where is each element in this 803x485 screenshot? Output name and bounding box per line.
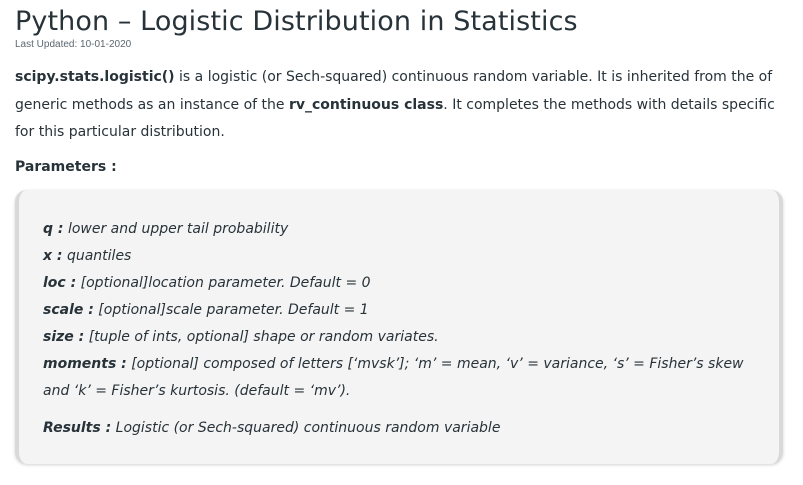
parameter-item-size: size : [tuple of ints, optional] shape o…	[43, 324, 755, 351]
class-name: rv_continuous class	[288, 96, 444, 113]
article: Python – Logistic Distribution in Statis…	[15, 0, 785, 178]
parameter-item-scale: scale : [optional]scale parameter. Defau…	[43, 297, 755, 324]
parameter-item-q: q : lower and upper tail probability	[43, 216, 755, 243]
parameter-item-loc: loc : [optional]location parameter. Defa…	[43, 270, 755, 297]
parameter-item-x: x : quantiles	[43, 243, 755, 270]
results-label: Results :	[43, 420, 112, 436]
intro-text-part-1: is a logistic (or Sech-squared) continuo…	[15, 69, 773, 113]
parameter-name: q :	[43, 221, 64, 237]
intro-paragraph: scipy.stats.logistic() is a logistic (or…	[15, 64, 785, 147]
page-title: Python – Logistic Distribution in Statis…	[15, 6, 578, 37]
results-description: Logistic (or Sech-squared) continuous ra…	[111, 420, 501, 436]
parameter-name: x :	[43, 248, 63, 264]
parameter-name: loc :	[43, 275, 77, 291]
parameter-description: [optional] composed of letters [‘mvsk’];…	[43, 356, 744, 399]
parameters-heading: Parameters :	[15, 158, 117, 175]
parameter-description: lower and upper tail probability	[63, 221, 289, 237]
parameter-name: size :	[43, 329, 85, 345]
intro-text-part-2: . It completes the methods with details …	[15, 96, 775, 141]
parameter-name: moments :	[43, 356, 127, 372]
parameter-description: [tuple of ints, optional] shape or rando…	[84, 329, 439, 345]
parameter-description: quantiles	[62, 248, 132, 264]
parameter-name: scale :	[43, 302, 94, 318]
parameters-box: q : lower and upper tail probability x :…	[15, 190, 783, 464]
results-item: Results : Logistic (or Sech-squared) con…	[43, 415, 755, 442]
function-name: scipy.stats.logistic()	[15, 69, 175, 85]
last-updated-date: Last Updated: 10-01-2020	[15, 39, 132, 50]
parameter-description: [optional]scale parameter. Default = 1	[93, 302, 369, 318]
parameter-description: [optional]location parameter. Default = …	[76, 275, 371, 291]
parameter-item-moments: moments : [optional] composed of letters…	[43, 351, 755, 405]
